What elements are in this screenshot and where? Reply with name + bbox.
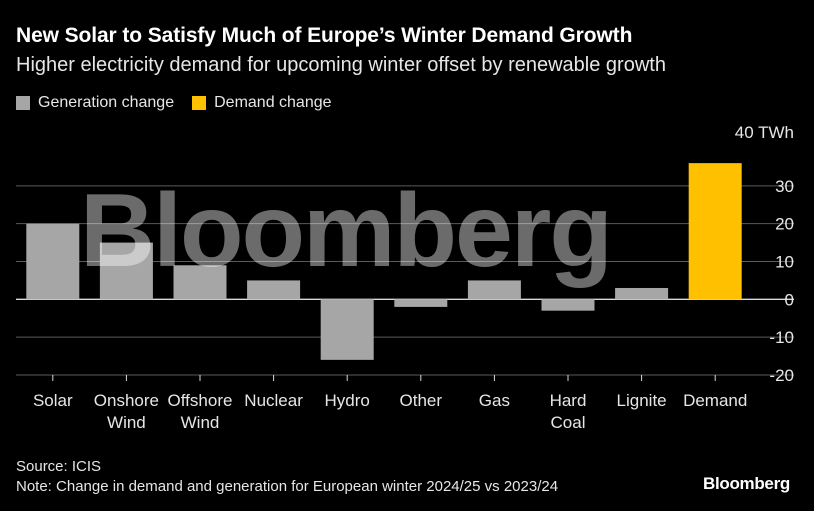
y-tick-label: 10 (775, 253, 794, 272)
legend-swatch-demand (192, 96, 207, 110)
bloomberg-logo: Bloomberg (702, 474, 790, 493)
bar-lignite (615, 287, 669, 300)
x-tick-label: Solar (33, 391, 73, 410)
x-tick-label: Hydro (325, 391, 370, 410)
bar-offshore-wind (173, 265, 227, 300)
x-tick-label: Other (400, 391, 443, 410)
bar-gas (467, 280, 521, 300)
y-tick-label: 20 (775, 215, 794, 234)
x-tick-label: Demand (683, 391, 747, 410)
note-text: Note: Change in demand and generation fo… (16, 478, 559, 495)
legend-swatch-generation (16, 96, 30, 110)
y-tick-label: 40 TWh (735, 123, 794, 142)
x-tick-label: Lignite (617, 391, 667, 410)
bar-other (394, 299, 448, 307)
y-tick-label: 0 (785, 290, 794, 309)
y-axis-ticks: -20 -10 0 10 20 30 40 TWh (735, 123, 794, 385)
bars (26, 163, 742, 360)
chart-subtitle: Higher electricity demand for upcoming w… (16, 54, 666, 76)
legend: Generation change Demand change (16, 94, 350, 112)
y-tick-label: 30 (775, 177, 794, 196)
legend-label-demand: Demand change (214, 94, 332, 111)
x-tick-label: Offshore Wind (168, 391, 233, 432)
bar-hard-coal (541, 299, 595, 311)
legend-item-demand: Demand change (192, 94, 332, 112)
x-tick-label: Onshore Wind (94, 391, 159, 432)
bar-nuclear (247, 280, 301, 300)
bar-solar (26, 223, 80, 300)
x-tick-label: Nuclear (244, 391, 303, 410)
x-tick-label: Gas (479, 391, 510, 410)
y-tick-label: -10 (769, 328, 794, 347)
x-tick-label: Hard Coal (550, 391, 587, 432)
chart-title: New Solar to Satisfy Much of Europe’s Wi… (16, 24, 633, 47)
bar-demand (688, 163, 742, 300)
bar-hydro (320, 299, 374, 360)
legend-item-generation: Generation change (16, 94, 174, 112)
source-text: Source: ICIS (16, 458, 102, 475)
bar-chart: -20 -10 0 10 20 30 40 TWh Solar Onshore WindOffs… (16, 123, 794, 432)
y-tick-label: -20 (769, 366, 794, 385)
bar-onshore-wind (99, 242, 153, 300)
legend-label-generation: Generation change (38, 94, 175, 111)
